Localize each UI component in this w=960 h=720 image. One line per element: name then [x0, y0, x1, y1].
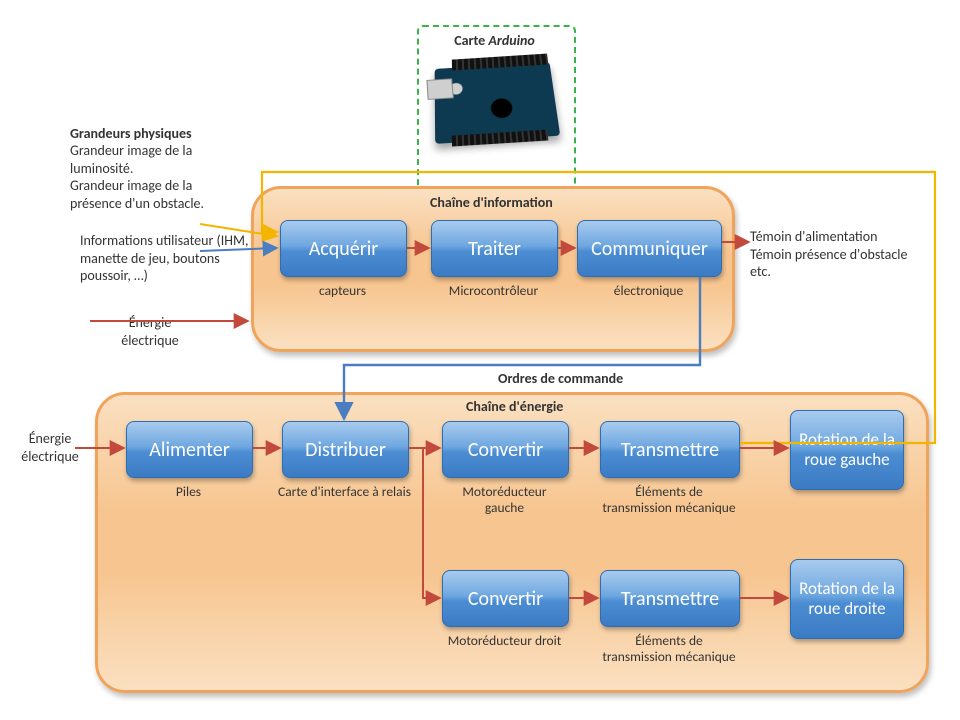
- cap-distribuer: Carte d'interface à relais: [272, 484, 417, 500]
- node-transmettre-g: Transmettre: [600, 421, 740, 478]
- cap-transmettre-g: Éléments de transmission mécanique: [600, 484, 738, 516]
- label-grandeurs-title: Grandeurs physiques: [70, 125, 192, 143]
- node-communiquer-label: Communiquer: [591, 237, 708, 261]
- node-transmettre-d-label: Transmettre: [621, 587, 719, 611]
- panel-energy-title: Chaîne d'énergie: [466, 398, 563, 415]
- cap-traiter: Microcontrôleur: [431, 283, 556, 299]
- node-distribuer: Distribuer: [282, 421, 409, 478]
- label-temoin-out: Témoin d'alimentation Témoin présence d'…: [750, 228, 920, 281]
- node-convertir-g-label: Convertir: [468, 438, 543, 462]
- label-info-user: Informations utilisateur (IHM, manette d…: [80, 232, 250, 285]
- cap-convertir-g: Motoréducteur gauche: [442, 484, 567, 516]
- node-roue-d: Rotation de la roue droite: [790, 559, 904, 639]
- cap-communiquer: électronique: [577, 283, 720, 299]
- node-transmettre-g-label: Transmettre: [621, 438, 719, 462]
- node-alimenter: Alimenter: [126, 421, 253, 478]
- label-energie-info: Énergie électrique: [105, 314, 195, 349]
- cap-alimenter: Piles: [126, 484, 251, 500]
- node-convertir-d-label: Convertir: [468, 587, 543, 611]
- node-alimenter-label: Alimenter: [149, 438, 229, 462]
- arduino-title-em: Arduino: [488, 32, 534, 49]
- node-acquerir: Acquérir: [280, 220, 407, 277]
- node-distribuer-label: Distribuer: [305, 438, 386, 462]
- cap-transmettre-d: Éléments de transmission mécanique: [600, 633, 738, 665]
- node-roue-g: Rotation de la roue gauche: [790, 410, 904, 490]
- node-transmettre-d: Transmettre: [600, 570, 740, 627]
- arduino-title-pre: Carte: [454, 32, 488, 49]
- node-communiquer: Communiquer: [577, 220, 722, 277]
- panel-info-title: Chaîne d'information: [430, 194, 553, 211]
- label-grandeurs-body: Grandeur image de la luminosité. Grandeu…: [70, 142, 240, 212]
- node-traiter: Traiter: [431, 220, 558, 277]
- cap-convertir-d: Motoréducteur droit: [442, 633, 567, 649]
- node-roue-d-label: Rotation de la roue droite: [791, 579, 903, 618]
- label-energie-ener: Énergie électrique: [10, 430, 90, 465]
- node-acquerir-label: Acquérir: [309, 237, 379, 261]
- label-ordres: Ordres de commande: [498, 370, 623, 388]
- node-roue-g-label: Rotation de la roue gauche: [791, 430, 903, 469]
- node-convertir-d: Convertir: [442, 570, 569, 627]
- node-convertir-g: Convertir: [442, 421, 569, 478]
- arduino-board-icon: [435, 60, 555, 142]
- cap-acquerir: capteurs: [280, 283, 405, 299]
- arduino-title: Carte Arduino: [417, 32, 572, 49]
- node-traiter-label: Traiter: [468, 237, 521, 261]
